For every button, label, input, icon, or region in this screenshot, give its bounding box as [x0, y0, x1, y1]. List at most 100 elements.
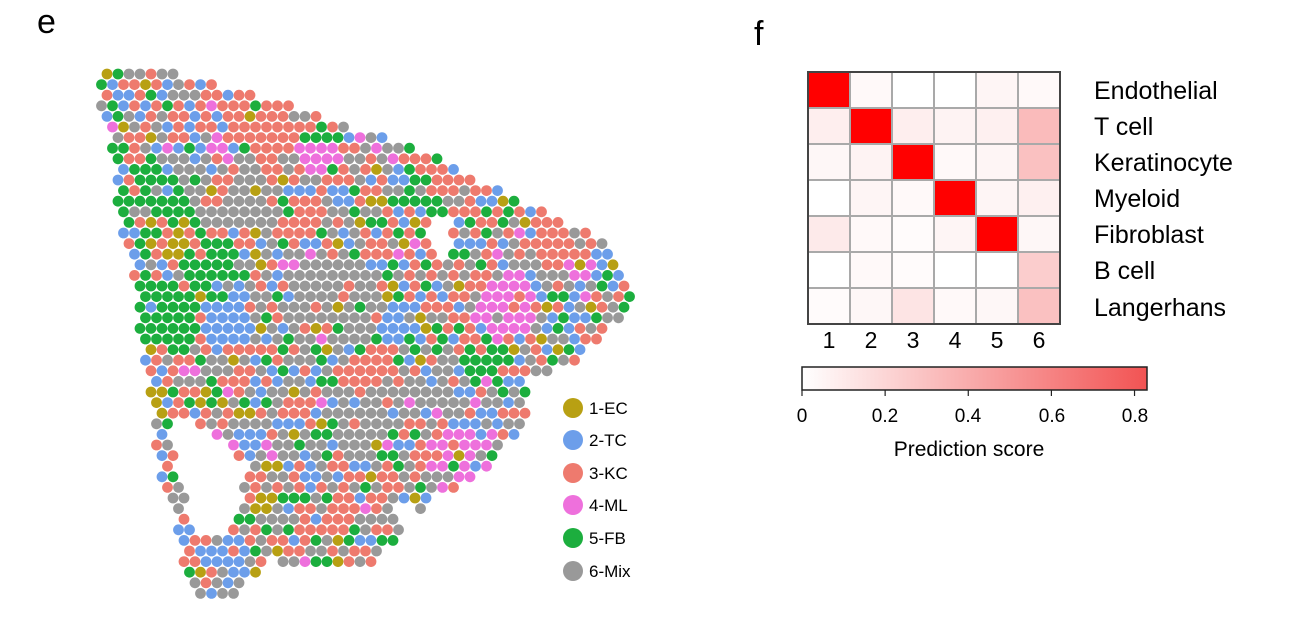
spot — [255, 280, 267, 292]
spot — [437, 164, 448, 175]
spot — [365, 301, 377, 313]
spot — [525, 354, 536, 366]
spot — [338, 482, 349, 493]
spot — [305, 376, 316, 387]
spot — [448, 418, 459, 430]
spot — [233, 323, 245, 334]
spot — [211, 153, 223, 165]
spot — [206, 248, 217, 260]
spot — [239, 524, 250, 536]
spot — [371, 185, 382, 197]
spot — [272, 333, 283, 345]
spot — [558, 270, 569, 281]
spot — [299, 344, 311, 355]
spot — [327, 291, 338, 302]
spot — [277, 259, 289, 271]
spot — [580, 248, 591, 260]
spot — [437, 185, 448, 197]
spot — [354, 195, 366, 207]
colorbar-tick-label: 0.2 — [872, 406, 898, 427]
spot — [261, 418, 272, 430]
column-label: 3 — [907, 327, 920, 353]
spot — [332, 217, 344, 228]
spot — [195, 312, 206, 324]
spot — [211, 238, 223, 250]
spot — [321, 365, 333, 377]
spot — [277, 429, 289, 440]
spot — [530, 301, 542, 313]
spot — [233, 195, 245, 207]
spot — [470, 354, 481, 366]
spot — [156, 280, 168, 292]
spot — [354, 132, 366, 144]
spot — [129, 227, 140, 239]
spot — [393, 291, 404, 302]
spot — [420, 174, 432, 186]
spot — [233, 174, 245, 186]
spot — [437, 333, 448, 345]
spot — [404, 206, 415, 218]
heatmap-cell — [1017, 71, 1061, 109]
row-label: Endothelial — [1094, 77, 1218, 105]
spot — [420, 195, 432, 207]
spot — [288, 174, 300, 186]
spot — [409, 153, 421, 165]
spot — [569, 248, 580, 260]
spot — [574, 301, 586, 313]
spot — [272, 460, 283, 472]
spot — [310, 153, 322, 165]
spot — [145, 280, 157, 292]
spot — [283, 185, 294, 197]
spot — [321, 280, 333, 292]
spot — [129, 206, 140, 218]
spot — [613, 312, 624, 324]
spot — [459, 312, 470, 324]
spot — [365, 174, 377, 186]
spot — [206, 376, 217, 387]
spot — [475, 450, 487, 461]
spot — [272, 100, 283, 112]
spot — [398, 407, 410, 419]
spot — [464, 217, 476, 228]
spot — [244, 174, 256, 186]
spot — [426, 460, 437, 472]
spot — [508, 259, 520, 271]
spot — [332, 323, 344, 334]
spot — [371, 270, 382, 281]
spot — [437, 460, 448, 472]
spot — [437, 354, 448, 366]
spot — [228, 164, 239, 175]
spot — [156, 344, 168, 355]
spot — [195, 248, 206, 260]
spot — [140, 312, 151, 324]
spot — [96, 100, 107, 112]
column-label: 5 — [991, 327, 1004, 353]
spot — [277, 492, 289, 504]
spot — [558, 354, 569, 366]
spot — [409, 259, 421, 271]
spot — [497, 217, 509, 228]
spot — [266, 365, 278, 377]
spot — [552, 344, 564, 355]
spot — [283, 418, 294, 430]
spot — [145, 301, 157, 313]
spot — [481, 185, 492, 197]
spot — [233, 153, 245, 165]
spot — [464, 174, 476, 186]
spot — [255, 386, 267, 398]
spot — [310, 365, 322, 377]
spot — [470, 291, 481, 302]
spot — [349, 418, 360, 430]
spot — [343, 132, 355, 144]
spot — [376, 492, 388, 504]
spot — [151, 142, 162, 154]
spot — [228, 376, 239, 387]
spot — [288, 259, 300, 271]
spot — [167, 471, 179, 483]
spot — [569, 270, 580, 281]
spot — [299, 238, 311, 250]
spot — [294, 524, 305, 536]
spot — [343, 280, 355, 292]
spot — [343, 323, 355, 334]
spot — [525, 291, 536, 302]
